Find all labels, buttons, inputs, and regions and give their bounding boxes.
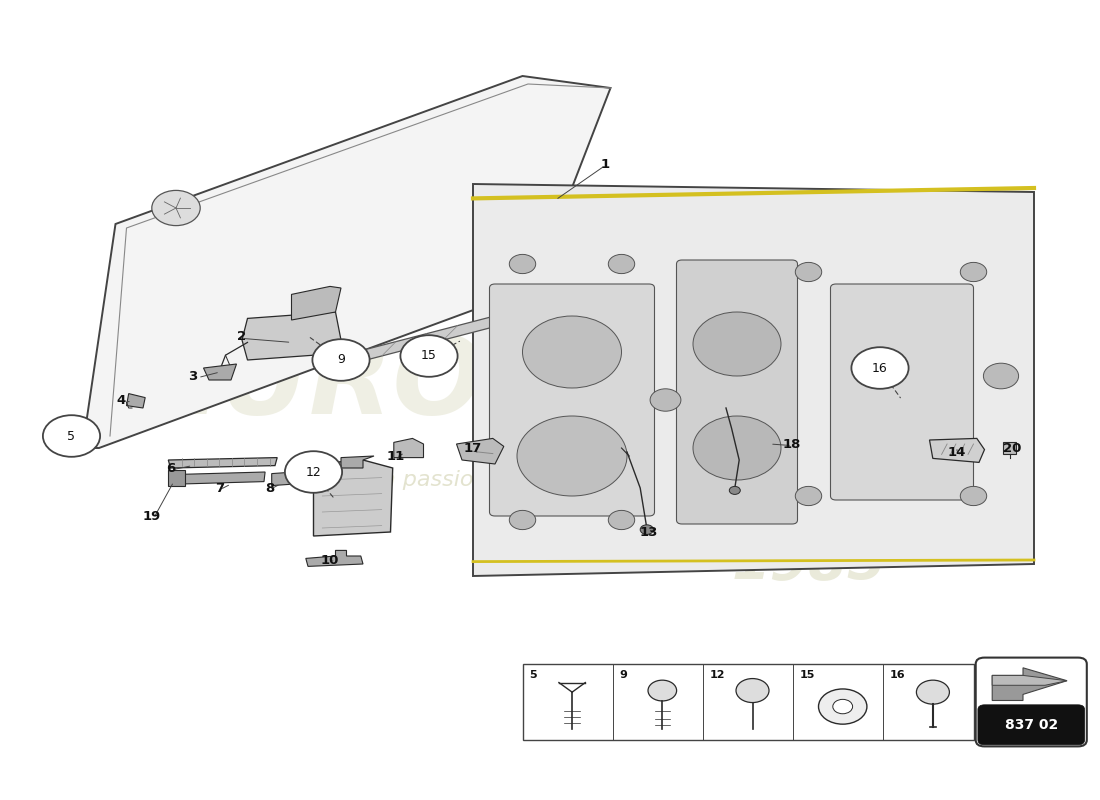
Text: 15: 15 bbox=[421, 350, 437, 362]
Text: 10: 10 bbox=[321, 554, 339, 566]
Text: 16: 16 bbox=[872, 362, 888, 374]
Polygon shape bbox=[179, 472, 265, 484]
Text: 5: 5 bbox=[529, 670, 537, 680]
Text: 20: 20 bbox=[1003, 442, 1021, 454]
Circle shape bbox=[608, 254, 635, 274]
Circle shape bbox=[818, 689, 867, 724]
Text: 14: 14 bbox=[948, 446, 966, 458]
Text: 1: 1 bbox=[601, 158, 609, 170]
Text: 7: 7 bbox=[216, 482, 224, 494]
Circle shape bbox=[650, 389, 681, 411]
Text: 15: 15 bbox=[800, 670, 815, 680]
Text: 8: 8 bbox=[265, 482, 274, 494]
Circle shape bbox=[312, 339, 370, 381]
FancyBboxPatch shape bbox=[676, 260, 798, 524]
Circle shape bbox=[960, 486, 987, 506]
Text: 3: 3 bbox=[188, 370, 197, 382]
Circle shape bbox=[509, 510, 536, 530]
Polygon shape bbox=[126, 394, 145, 408]
Circle shape bbox=[517, 416, 627, 496]
Polygon shape bbox=[992, 668, 1067, 701]
Text: 13: 13 bbox=[640, 526, 658, 538]
Circle shape bbox=[640, 525, 653, 534]
Polygon shape bbox=[522, 664, 974, 740]
Text: 4: 4 bbox=[117, 394, 125, 406]
Text: 1985: 1985 bbox=[732, 537, 886, 591]
Text: 16: 16 bbox=[890, 670, 905, 680]
Text: a passion for parts since 1985: a passion for parts since 1985 bbox=[382, 470, 718, 490]
Circle shape bbox=[43, 415, 100, 457]
Circle shape bbox=[960, 262, 987, 282]
Polygon shape bbox=[930, 438, 984, 462]
Circle shape bbox=[152, 190, 200, 226]
FancyBboxPatch shape bbox=[490, 284, 654, 516]
Circle shape bbox=[983, 363, 1019, 389]
Polygon shape bbox=[272, 472, 295, 486]
FancyBboxPatch shape bbox=[976, 658, 1087, 746]
Circle shape bbox=[522, 316, 622, 388]
Polygon shape bbox=[168, 470, 185, 486]
Circle shape bbox=[285, 451, 342, 493]
Text: 2: 2 bbox=[238, 330, 246, 342]
Text: 12: 12 bbox=[306, 466, 321, 478]
Text: 12: 12 bbox=[710, 670, 725, 680]
Text: 19: 19 bbox=[143, 510, 161, 522]
Circle shape bbox=[795, 486, 822, 506]
Circle shape bbox=[795, 262, 822, 282]
Polygon shape bbox=[204, 364, 236, 380]
Polygon shape bbox=[292, 286, 341, 320]
Circle shape bbox=[851, 347, 909, 389]
Polygon shape bbox=[168, 458, 277, 468]
FancyBboxPatch shape bbox=[978, 705, 1085, 745]
Circle shape bbox=[916, 680, 949, 704]
Circle shape bbox=[608, 510, 635, 530]
Polygon shape bbox=[456, 438, 504, 464]
Text: 17: 17 bbox=[464, 442, 482, 454]
Text: 11: 11 bbox=[387, 450, 405, 462]
Polygon shape bbox=[394, 438, 424, 458]
FancyBboxPatch shape bbox=[830, 284, 974, 500]
Polygon shape bbox=[336, 314, 504, 368]
Text: 5: 5 bbox=[67, 430, 76, 442]
Polygon shape bbox=[992, 675, 1067, 686]
Text: 837 02: 837 02 bbox=[1004, 718, 1058, 732]
Polygon shape bbox=[306, 550, 363, 566]
Polygon shape bbox=[82, 76, 610, 448]
Circle shape bbox=[509, 254, 536, 274]
Text: 9: 9 bbox=[337, 354, 345, 366]
Polygon shape bbox=[314, 460, 393, 536]
Circle shape bbox=[729, 486, 740, 494]
Circle shape bbox=[400, 335, 458, 377]
Text: EUROSPARES: EUROSPARES bbox=[147, 331, 953, 437]
Circle shape bbox=[693, 312, 781, 376]
Polygon shape bbox=[1003, 442, 1016, 454]
Circle shape bbox=[736, 678, 769, 702]
Text: 6: 6 bbox=[166, 462, 175, 474]
Text: 9: 9 bbox=[619, 670, 627, 680]
Polygon shape bbox=[473, 184, 1034, 576]
Circle shape bbox=[693, 416, 781, 480]
Polygon shape bbox=[341, 456, 374, 468]
Circle shape bbox=[833, 699, 853, 714]
Text: 18: 18 bbox=[783, 438, 801, 450]
Polygon shape bbox=[242, 312, 341, 360]
Circle shape bbox=[648, 680, 676, 701]
